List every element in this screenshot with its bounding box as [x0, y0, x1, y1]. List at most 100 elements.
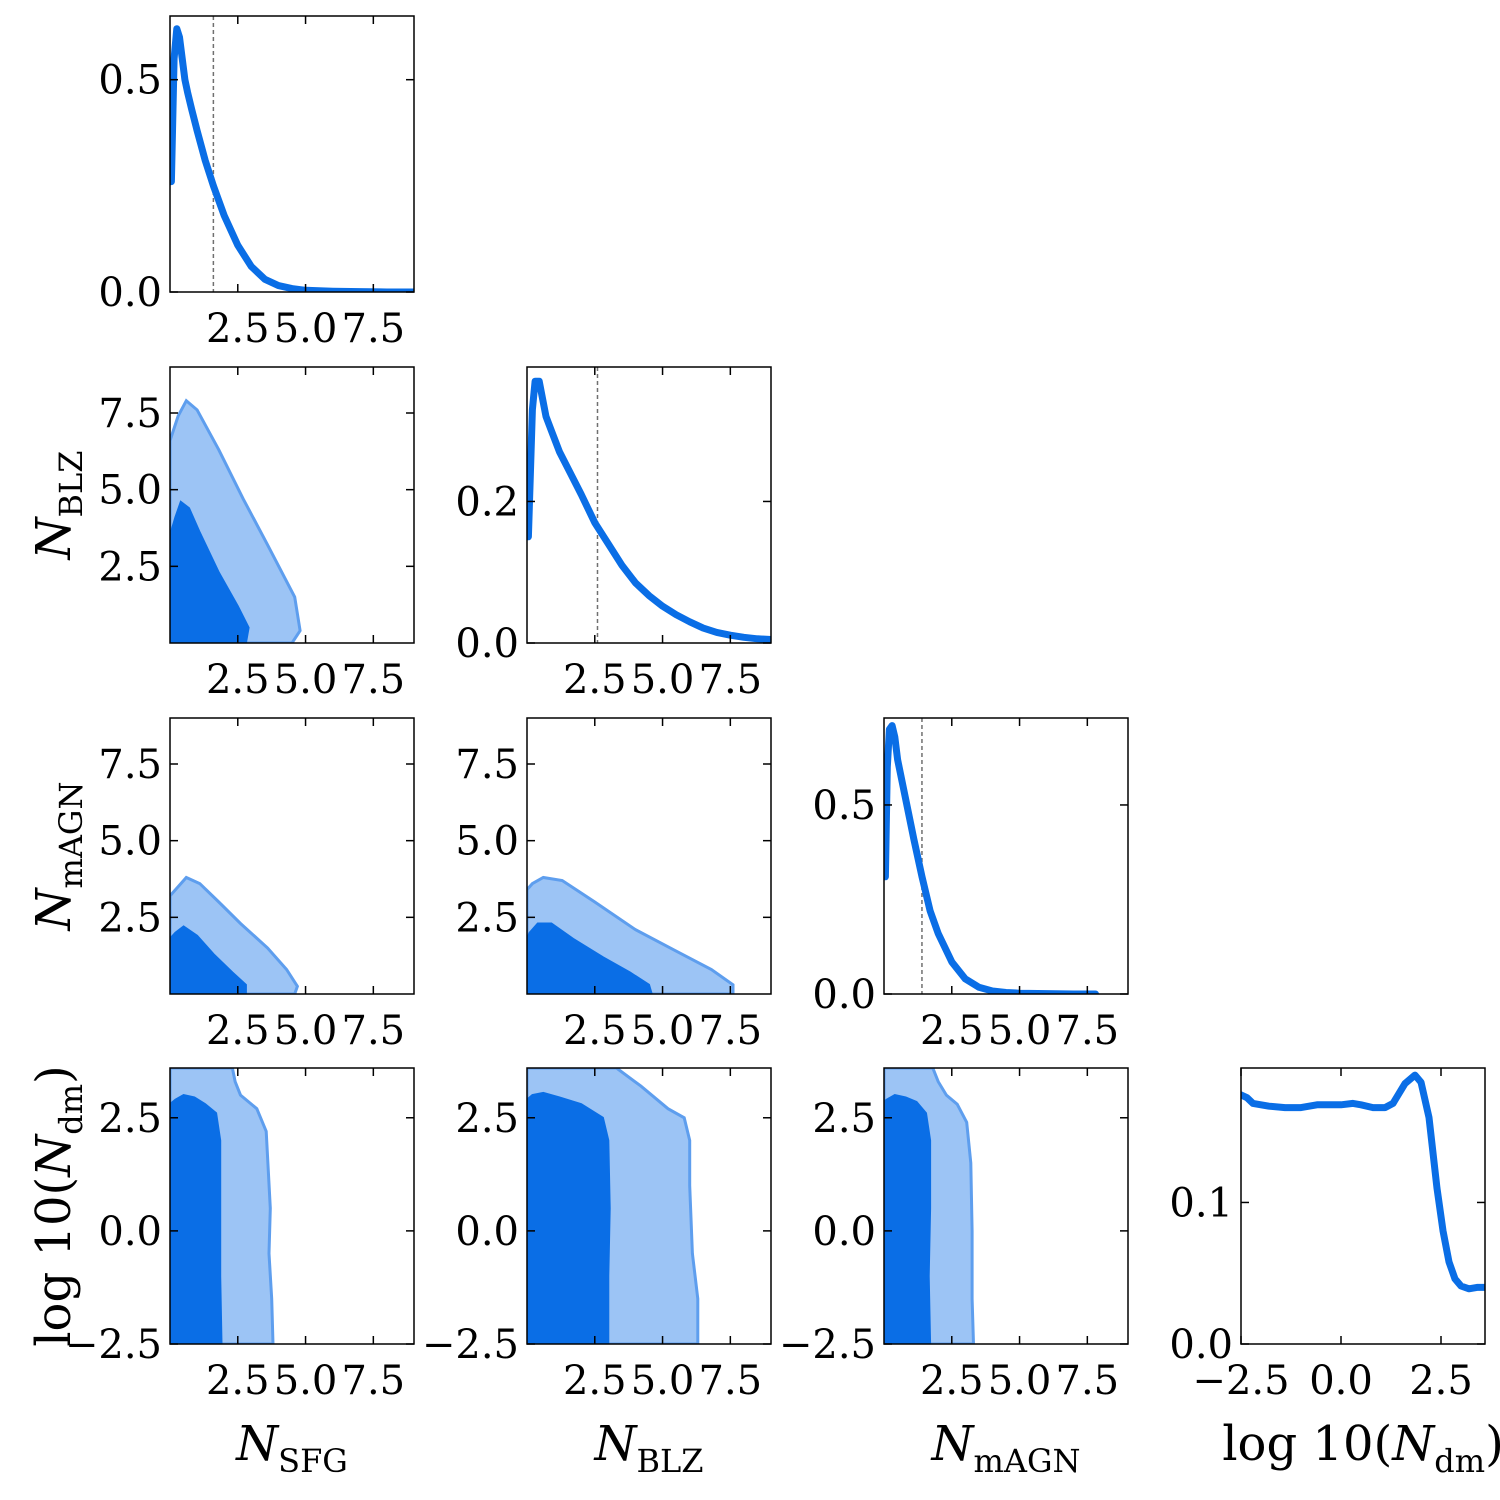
label-suffix: ) [26, 1065, 82, 1084]
y-tick-label: 5.0 [98, 819, 162, 865]
x-tick-label: 5.0 [631, 1008, 695, 1054]
x-tick-label: 7.5 [342, 1358, 406, 1404]
panel-frame [169, 717, 415, 995]
contour-68 [527, 922, 653, 994]
contour-68 [170, 1094, 223, 1344]
y-tick-label: −2.5 [422, 1322, 519, 1368]
y-tick-label: 2.5 [98, 1096, 162, 1142]
x-tick-label: 5.0 [274, 1358, 338, 1404]
x-tick-label: 7.5 [699, 1008, 763, 1054]
x-tick-label: 2.5 [206, 657, 270, 703]
label-subscript: BLZ [637, 1442, 704, 1480]
contour-68 [884, 1094, 932, 1344]
marginal-curve-sfg [170, 25, 414, 292]
x-axis-label-magn: NmAGN [930, 1416, 1080, 1480]
panel-frame [526, 366, 772, 644]
marginal-curve-blz [527, 377, 771, 643]
label-subscript: mAGN [52, 781, 90, 888]
label-subscript: dm [1434, 1442, 1485, 1480]
label-main: N [26, 1133, 82, 1178]
x-tick-label: 7.5 [699, 657, 763, 703]
panel-frame [883, 1067, 1129, 1345]
y-tick-label: 0.0 [455, 621, 519, 667]
y-tick-label: 2.5 [98, 895, 162, 941]
y-tick-label: 2.5 [455, 1096, 519, 1142]
x-tick-label: −2.5 [1192, 1358, 1289, 1404]
marginal-panel-magn [883, 717, 1129, 995]
x-tick-label: 7.5 [342, 306, 406, 352]
marginal-panel-blz [526, 366, 772, 644]
label-suffix: ) [1485, 1416, 1500, 1472]
y-tick-label: 7.5 [455, 742, 519, 788]
x-tick-label: 2.5 [206, 1358, 270, 1404]
panel-frame [526, 717, 772, 995]
panel-frame [883, 717, 1129, 995]
x-axis-label-dm: log 10(Ndm) [1222, 1416, 1500, 1480]
label-main: N [235, 1416, 280, 1472]
y-tick-label: 0.0 [98, 1209, 162, 1255]
x-tick-label: 7.5 [1056, 1008, 1120, 1054]
label-subscript: BLZ [52, 451, 90, 518]
panel-frame [169, 1067, 415, 1345]
x-tick-label: 2.5 [206, 1008, 270, 1054]
panel-frame [169, 15, 415, 293]
y-tick-label: 0.0 [812, 1209, 876, 1255]
panel-frame [169, 366, 415, 644]
x-tick-label: 2.5 [920, 1358, 984, 1404]
x-tick-label: 2.5 [206, 306, 270, 352]
y-tick-label: 7.5 [98, 391, 162, 437]
contour-68 [527, 1091, 611, 1344]
panel-background [884, 718, 1128, 994]
x-tick-label: 5.0 [988, 1358, 1052, 1404]
label-main: N [26, 516, 82, 561]
contour-68 [170, 500, 250, 643]
x-tick-label: 2.5 [1409, 1358, 1473, 1404]
x-axis-label-blz: NBLZ [594, 1416, 704, 1480]
x-tick-label: 5.0 [274, 306, 338, 352]
marginal-panel-dm [1240, 1067, 1486, 1345]
y-tick-label: 5.0 [455, 819, 519, 865]
joint-panel-sfg-magn [169, 717, 415, 995]
panel-frame [1240, 1067, 1486, 1345]
y-tick-label: 0.2 [455, 479, 519, 525]
y-tick-label: 2.5 [812, 1096, 876, 1142]
label-prefix: log 10( [26, 1177, 82, 1347]
joint-panel-blz-magn [526, 717, 772, 995]
x-tick-label: 5.0 [988, 1008, 1052, 1054]
y-tick-label: 2.5 [455, 895, 519, 941]
x-tick-label: 7.5 [342, 1008, 406, 1054]
label-main: N [1391, 1416, 1436, 1472]
x-tick-label: 5.0 [631, 657, 695, 703]
y-tick-label: 0.0 [455, 1209, 519, 1255]
y-tick-label: 5.0 [98, 468, 162, 514]
y-tick-label: 0.1 [1169, 1180, 1233, 1226]
y-axis-label-dm: log 10(Ndm) [26, 1065, 90, 1347]
panel-background [170, 16, 414, 292]
label-subscript: SFG [278, 1442, 348, 1480]
panel-background [527, 367, 771, 643]
joint-panel-sfg-dm [169, 1067, 415, 1345]
joint-panel-blz-dm [526, 1067, 772, 1345]
x-tick-label: 0.0 [1309, 1358, 1373, 1404]
joint-panel-magn-dm [883, 1067, 1129, 1345]
x-tick-label: 7.5 [699, 1358, 763, 1404]
marginal-curve-magn [884, 722, 1099, 994]
label-subscript: dm [52, 1084, 90, 1135]
x-tick-label: 5.0 [631, 1358, 695, 1404]
x-tick-label: 7.5 [342, 657, 406, 703]
x-tick-label: 2.5 [563, 1358, 627, 1404]
panel-background [1241, 1068, 1485, 1344]
x-tick-label: 5.0 [274, 1008, 338, 1054]
x-axis-label-sfg: NSFG [235, 1416, 348, 1480]
y-tick-label: −2.5 [65, 1322, 162, 1368]
y-tick-label: 0.0 [98, 270, 162, 316]
contour-68 [170, 925, 247, 994]
y-axis-label-magn: NmAGN [26, 781, 90, 931]
label-main: N [26, 887, 82, 932]
y-tick-label: 0.0 [1169, 1322, 1233, 1368]
x-tick-label: 7.5 [1056, 1358, 1120, 1404]
label-subscript: mAGN [973, 1442, 1080, 1480]
y-axis-label-blz: NBLZ [26, 451, 90, 561]
y-tick-label: 7.5 [98, 742, 162, 788]
